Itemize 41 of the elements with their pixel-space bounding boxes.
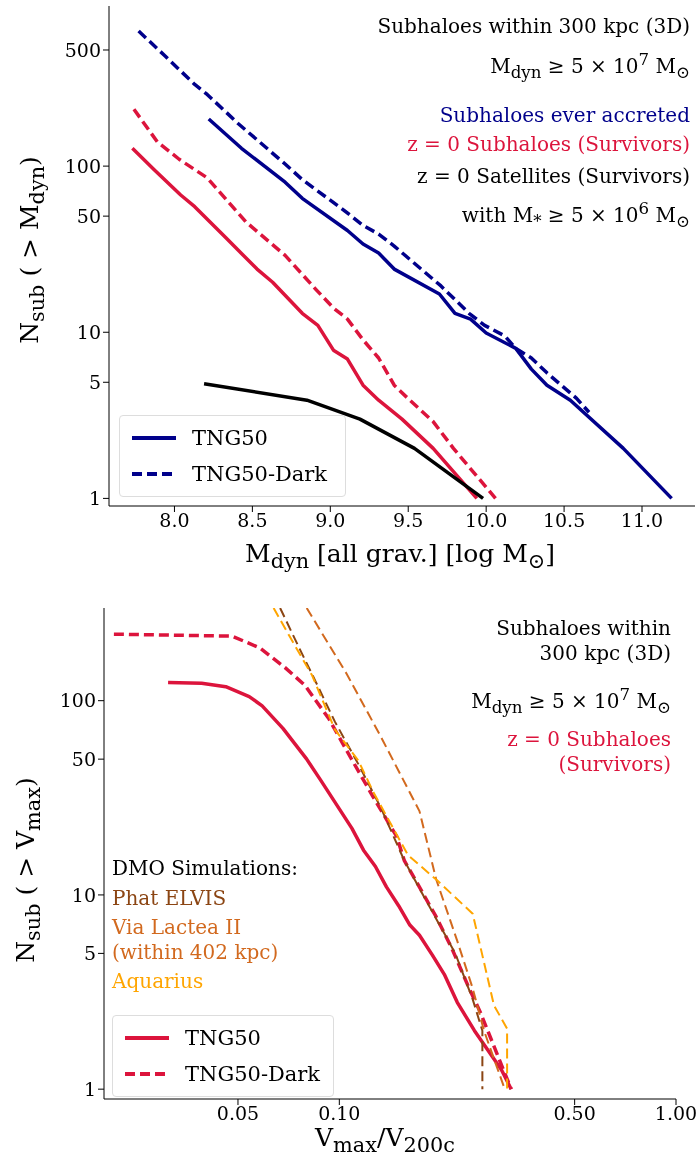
y-tick-label: 5 [88, 371, 101, 394]
legend-label: TNG50-Dark [192, 461, 328, 488]
annotation: M$_{dyn}$ ≥ 5 × 10$^{7}$ M$_{⊙}$ [490, 49, 690, 84]
y-tick-label: 100 [59, 689, 96, 712]
legend-label: TNG50-Dark [185, 1061, 321, 1088]
legend-label: TNG50 [192, 425, 268, 452]
y-tick-label: 10 [76, 321, 101, 343]
x-tick-label: 11.0 [620, 509, 664, 532]
y-tick-label: 100 [64, 154, 101, 177]
x-axis-title: V$_{max}$/V$_{200c}$ [315, 1123, 455, 1157]
y-tick-label: 10 [71, 883, 96, 906]
annotation: z = 0 Subhaloes (Survivors) [506, 727, 671, 777]
x-tick-label: 9.0 [315, 509, 346, 532]
annotation: with M$_{*}$ ≥ 5 × 10$^{6}$ M$_{⊙}$ [461, 198, 690, 233]
y-tick-label: 1 [83, 1077, 96, 1100]
y-tick-label: 1 [88, 487, 101, 510]
y-tick-label: 5 [83, 942, 96, 965]
text: Phat ELVIS [112, 886, 227, 911]
x-tick-label: 9.5 [393, 509, 424, 532]
x-tick-label: 8.0 [159, 509, 190, 532]
annotation: Subhaloes within 300 kpc (3D) [377, 14, 690, 39]
annotation: M$_{dyn}$ ≥ 5 × 10$^{7}$ M$_{⊙}$ [471, 684, 671, 719]
x-tick-label: 10.0 [465, 509, 508, 532]
annotation: Subhaloes ever accreted [439, 103, 690, 128]
text: Via Lactea II (within 402 kpc) [112, 915, 280, 965]
x-tick-label: 1.00 [654, 1102, 698, 1125]
y-tick-label: 500 [64, 38, 101, 61]
x-tick-label: 10.5 [542, 509, 586, 532]
x-tick-label: 8.5 [237, 509, 268, 532]
annotation: z = 0 Subhaloes (Survivors) [407, 132, 690, 157]
y-tick-label: 50 [71, 747, 96, 770]
x-tick-label: 0.05 [216, 1102, 260, 1125]
x-axis-title: M$_{dyn}$ [all grav.] [log M$_{⊙}$] [245, 539, 555, 573]
legend-label: TNG50 [185, 1025, 261, 1052]
text: Aquarius [112, 969, 204, 994]
annotation: DMO Simulations: [112, 856, 298, 881]
x-tick-label: 0.10 [318, 1102, 361, 1125]
y-tick-label: 50 [76, 204, 101, 227]
x-tick-label: 0.50 [553, 1102, 596, 1125]
annotation: z = 0 Satellites (Survivors) [417, 164, 690, 189]
annotation: Subhaloes within 300 kpc (3D) [495, 616, 671, 666]
